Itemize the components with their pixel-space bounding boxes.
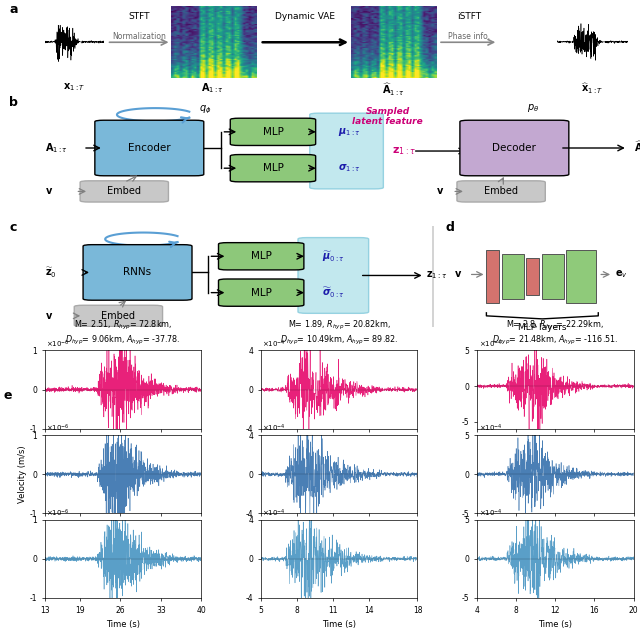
- FancyBboxPatch shape: [486, 250, 499, 303]
- Text: $\times10^{-4}$: $\times10^{-4}$: [262, 423, 286, 434]
- X-axis label: Time (s): Time (s): [106, 620, 140, 629]
- Text: $\mathbf{v}$: $\mathbf{v}$: [436, 186, 445, 196]
- FancyBboxPatch shape: [230, 118, 316, 145]
- Text: $\times10^{-6}$: $\times10^{-6}$: [46, 423, 70, 434]
- Text: MLP layers: MLP layers: [518, 323, 566, 332]
- Title: M= 1.89, $R_{hyp}$= 20.82km,
$D_{hyp}$= 10.49km, $A_{hyp}$= 89.82.: M= 1.89, $R_{hyp}$= 20.82km, $D_{hyp}$= …: [280, 319, 398, 347]
- Text: Decoder: Decoder: [492, 143, 536, 153]
- Text: $\widehat{\mathbf{A}}_{1:\tau}$: $\widehat{\mathbf{A}}_{1:\tau}$: [634, 140, 640, 156]
- Text: $\widetilde{\mathbf{z}}_0$: $\widetilde{\mathbf{z}}_0$: [45, 266, 56, 280]
- Text: $\times10^{-6}$: $\times10^{-6}$: [46, 338, 70, 350]
- Text: $\mathbf{v}$: $\mathbf{v}$: [45, 186, 53, 196]
- Text: $\mathbf{A}_{1:\tau}$: $\mathbf{A}_{1:\tau}$: [201, 82, 224, 95]
- Text: STFT: STFT: [128, 12, 150, 21]
- FancyBboxPatch shape: [230, 154, 316, 182]
- Text: Embed: Embed: [484, 186, 518, 196]
- Text: $\times10^{-4}$: $\times10^{-4}$: [479, 423, 502, 434]
- Text: $\widehat{\mathbf{A}}_{1:\tau}$: $\widehat{\mathbf{A}}_{1:\tau}$: [382, 82, 405, 98]
- FancyBboxPatch shape: [74, 305, 163, 327]
- Text: MLP: MLP: [262, 163, 284, 173]
- Text: Normalization: Normalization: [112, 32, 166, 41]
- Y-axis label: Velocity (m/s): Velocity (m/s): [18, 446, 27, 503]
- Text: Dynamic VAE: Dynamic VAE: [275, 12, 335, 21]
- X-axis label: Time (s): Time (s): [322, 620, 356, 629]
- Text: $\mathbf{A}_{1:\tau}$: $\mathbf{A}_{1:\tau}$: [45, 141, 68, 155]
- Title: M= 2.8, $R_{hyp}$= 22.29km,
$D_{hyp}$= 21.48km, $A_{hyp}$= -116.51.: M= 2.8, $R_{hyp}$= 22.29km, $D_{hyp}$= 2…: [492, 319, 618, 347]
- Text: $\mathbf{v}$: $\mathbf{v}$: [45, 311, 53, 321]
- Text: $\widetilde{\boldsymbol{\mu}}_{0:\tau}$: $\widetilde{\boldsymbol{\mu}}_{0:\tau}$: [322, 249, 345, 264]
- Text: MLP: MLP: [251, 251, 271, 261]
- FancyBboxPatch shape: [310, 113, 383, 189]
- FancyBboxPatch shape: [83, 245, 192, 300]
- Text: $q_\phi$: $q_\phi$: [200, 104, 212, 116]
- Text: Embed: Embed: [101, 311, 136, 321]
- Text: Embed: Embed: [108, 186, 141, 196]
- Text: a: a: [10, 3, 18, 16]
- Text: $\times10^{-4}$: $\times10^{-4}$: [262, 507, 286, 519]
- Text: c: c: [10, 221, 17, 234]
- Text: Phase info.: Phase info.: [448, 32, 490, 41]
- Text: $\boldsymbol{\sigma}_{1:\tau}$: $\boldsymbol{\sigma}_{1:\tau}$: [338, 162, 361, 174]
- FancyBboxPatch shape: [218, 279, 304, 306]
- Text: $\times10^{-4}$: $\times10^{-4}$: [262, 338, 286, 350]
- Text: $\times10^{-6}$: $\times10^{-6}$: [46, 507, 70, 519]
- Text: $\mathbf{z}_{1:\tau}$: $\mathbf{z}_{1:\tau}$: [426, 269, 447, 282]
- FancyBboxPatch shape: [541, 254, 564, 299]
- Text: $\times10^{-4}$: $\times10^{-4}$: [479, 338, 502, 350]
- Text: RNNs: RNNs: [124, 267, 152, 277]
- X-axis label: Time (s): Time (s): [538, 620, 572, 629]
- Text: $\times10^{-4}$: $\times10^{-4}$: [479, 507, 502, 519]
- Text: Sampled
latent feature: Sampled latent feature: [353, 107, 423, 126]
- FancyBboxPatch shape: [218, 242, 304, 270]
- Text: e: e: [3, 389, 12, 402]
- Title: M= 2.51, $R_{hyp}$= 72.8km,
$D_{hyp}$= 9.06km, $A_{hyp}$= -37.78.: M= 2.51, $R_{hyp}$= 72.8km, $D_{hyp}$= 9…: [65, 319, 181, 347]
- Text: b: b: [10, 96, 19, 109]
- FancyBboxPatch shape: [80, 181, 168, 202]
- FancyBboxPatch shape: [527, 258, 540, 294]
- FancyBboxPatch shape: [298, 238, 369, 313]
- Text: $\mathbf{x}_{1:T}$: $\mathbf{x}_{1:T}$: [63, 82, 85, 93]
- Text: $\widehat{\mathbf{x}}_{1:T}$: $\widehat{\mathbf{x}}_{1:T}$: [581, 82, 604, 96]
- FancyBboxPatch shape: [460, 120, 569, 176]
- Text: $\mathbf{e}_v$: $\mathbf{e}_v$: [615, 269, 628, 280]
- Text: $\widetilde{\boldsymbol{\sigma}}_{0:\tau}$: $\widetilde{\boldsymbol{\sigma}}_{0:\tau…: [322, 285, 345, 300]
- Text: iSTFT: iSTFT: [457, 12, 481, 21]
- Text: $\mathbf{z}_{1:\tau}$: $\mathbf{z}_{1:\tau}$: [392, 145, 416, 157]
- FancyBboxPatch shape: [566, 250, 596, 303]
- FancyBboxPatch shape: [502, 254, 524, 299]
- Text: $p_\theta$: $p_\theta$: [527, 102, 539, 114]
- Text: $\mathbf{v}$: $\mathbf{v}$: [454, 269, 462, 280]
- Text: d: d: [445, 221, 454, 234]
- Text: $\boldsymbol{\mu}_{1:\tau}$: $\boldsymbol{\mu}_{1:\tau}$: [338, 126, 361, 138]
- FancyBboxPatch shape: [457, 181, 545, 202]
- Text: MLP: MLP: [262, 127, 284, 137]
- FancyBboxPatch shape: [95, 120, 204, 176]
- Text: Encoder: Encoder: [128, 143, 171, 153]
- Text: MLP: MLP: [251, 287, 271, 298]
